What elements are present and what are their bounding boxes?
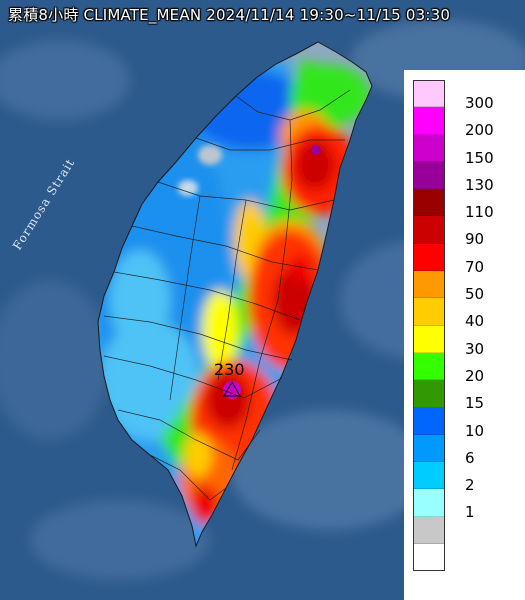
legend-swatch [413,80,445,108]
legend-swatch [413,407,445,435]
legend-label: 200 [465,121,494,140]
county-boundaries [103,89,351,501]
legend-swatch [413,298,445,326]
legend-item: 30 [413,325,519,358]
legend-swatch [413,134,445,162]
legend-label: 90 [465,230,485,249]
legend-item: 200 [413,107,519,139]
legend-label: 1 [465,503,475,522]
legend-label: 150 [465,148,494,167]
color-legend: 300 200 150 130 110 90 70 50 40 30 20 15 10 6 2 1 [413,80,519,545]
legend-item: 20 [413,352,519,385]
map-title: 累積8小時 CLIMATE_MEAN 2024/11/14 19:30~11/1… [8,6,451,24]
legend-item: 50 [413,271,519,303]
legend-item: 110 [413,189,519,221]
legend-swatch [413,489,445,517]
legend-item: 150 [413,134,519,167]
legend-label: 130 [465,175,494,194]
legend-label: 50 [465,285,485,304]
legend-swatch [413,434,445,463]
legend-label: 110 [465,203,494,222]
legend-swatch [413,325,445,353]
legend-item: 6 [413,434,519,467]
legend-swatch [413,243,445,272]
legend-label: 300 [465,94,494,112]
legend-item: 15 [413,380,519,412]
legend-item: 40 [413,298,519,330]
legend-label: 6 [465,448,475,467]
legend-item: 70 [413,243,519,276]
legend-swatch [413,161,445,190]
legend-swatch [413,380,445,408]
legend-item: 2 [413,462,519,494]
legend-swatch [413,216,445,244]
legend-swatch [413,462,445,490]
legend-swatch [413,352,445,381]
legend-swatch [413,516,445,545]
legend-label: 15 [465,394,485,413]
max-value-label: 230 [214,360,245,379]
legend-swatch [413,107,445,135]
legend-label: 20 [465,366,485,385]
legend-label: 40 [465,312,485,331]
legend-item [413,516,519,545]
legend-item: 90 [413,216,519,248]
legend-label: 70 [465,257,485,276]
legend-label: 10 [465,421,485,440]
legend-swatch [413,271,445,299]
legend-item: 1 [413,489,519,521]
legend-label: 30 [465,339,485,358]
legend-label: 2 [465,476,475,495]
legend-item: 300 [413,80,519,112]
sea-texture [0,20,525,580]
legend-swatch [413,189,445,217]
legend-item: 130 [413,161,519,194]
legend-item: 10 [413,407,519,440]
